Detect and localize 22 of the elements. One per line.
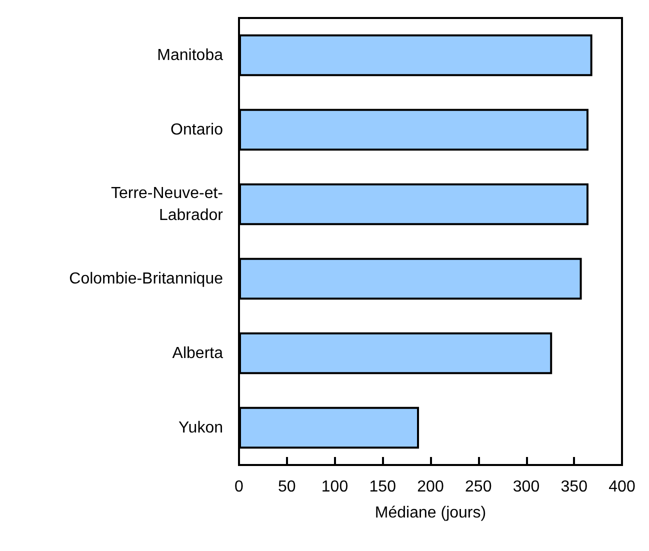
y-tick-label: Manitoba xyxy=(157,46,224,64)
x-tick-label: 200 xyxy=(417,478,444,496)
y-tick-label: Colombie-Britannique xyxy=(69,270,224,288)
bar xyxy=(239,183,588,226)
x-tick-label: 100 xyxy=(321,478,348,496)
bar xyxy=(239,406,420,449)
y-tick-label: Ontario xyxy=(170,121,224,138)
bar xyxy=(239,34,592,76)
x-tick-label: 350 xyxy=(560,478,588,496)
bar xyxy=(239,258,582,300)
x-tick-label: 50 xyxy=(278,478,296,496)
y-tick-label: Alberta xyxy=(172,344,224,362)
x-tick-label: 400 xyxy=(608,478,636,496)
bar xyxy=(239,332,552,374)
x-tick-label: 300 xyxy=(512,478,540,496)
x-tick-label: 250 xyxy=(465,478,492,496)
x-axis-title: Médiane (jours) xyxy=(374,504,486,522)
y-tick-label: Terre-Neuve-et- Labrador xyxy=(110,184,224,224)
bar xyxy=(239,108,588,151)
y-tick-label: Yukon xyxy=(178,419,223,436)
x-tick-label: 0 xyxy=(234,478,244,496)
x-tick-label: 150 xyxy=(369,478,396,496)
